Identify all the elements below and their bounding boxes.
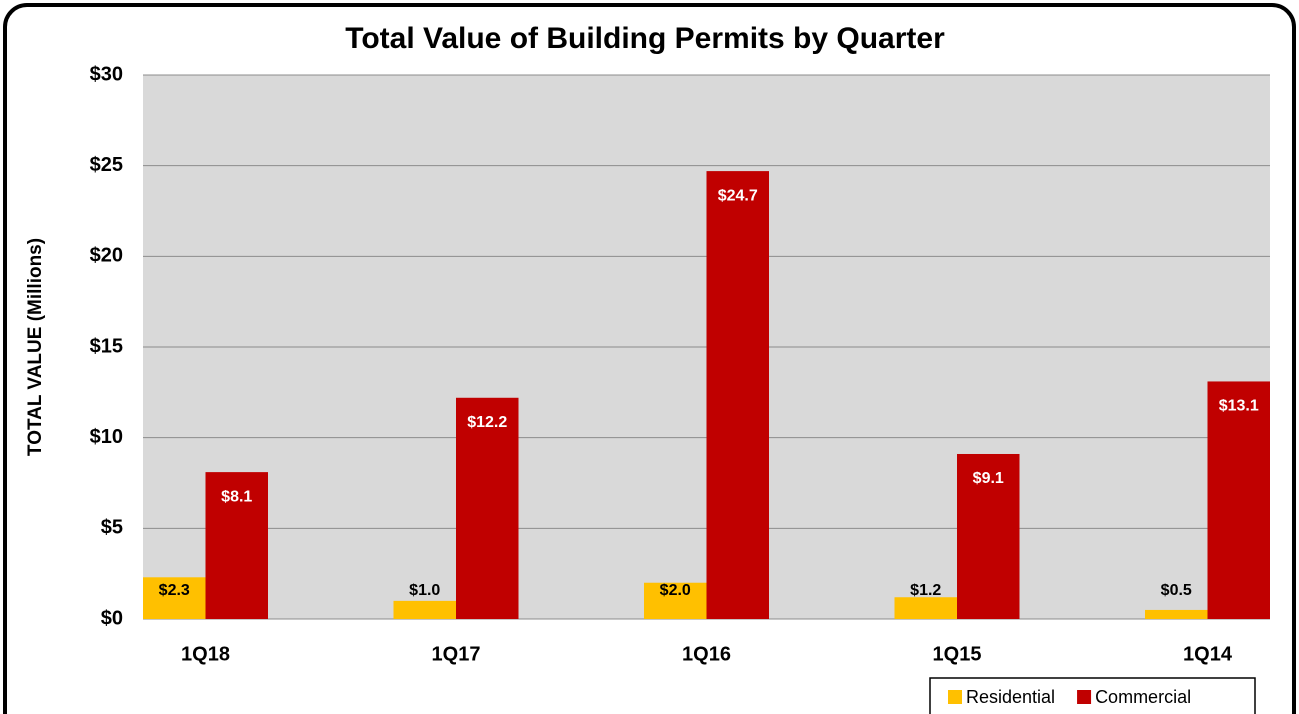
bar bbox=[205, 472, 268, 619]
y-tick-label: $5 bbox=[101, 517, 123, 539]
legend-swatch bbox=[1077, 690, 1092, 704]
chart-title: Total Value of Building Permits by Quart… bbox=[345, 22, 945, 55]
y-tick-label: $15 bbox=[90, 335, 123, 357]
bar bbox=[706, 171, 769, 619]
x-tick-label: 1Q17 bbox=[432, 643, 481, 665]
legend-label: Residential bbox=[966, 687, 1055, 707]
data-label: $2.3 bbox=[159, 582, 190, 599]
data-label: $0.5 bbox=[1161, 582, 1192, 599]
bar bbox=[1145, 609, 1208, 619]
bar bbox=[393, 600, 456, 619]
data-label: $9.1 bbox=[973, 470, 1004, 487]
bar bbox=[894, 597, 957, 619]
data-label: $8.1 bbox=[221, 488, 252, 505]
y-tick-label: $10 bbox=[90, 426, 123, 448]
x-tick-label: 1Q15 bbox=[933, 643, 982, 665]
x-tick-label: 1Q16 bbox=[682, 643, 731, 665]
y-tick-label: $25 bbox=[90, 154, 123, 176]
data-label: $1.0 bbox=[409, 582, 440, 599]
y-tick-label: $0 bbox=[101, 607, 123, 629]
legend-label: Commercial bbox=[1095, 687, 1191, 707]
data-label: $13.1 bbox=[1219, 398, 1259, 415]
x-tick-label: 1Q14 bbox=[1183, 643, 1233, 665]
bar bbox=[957, 453, 1020, 619]
data-label: $24.7 bbox=[718, 187, 758, 204]
bar bbox=[644, 582, 707, 619]
y-tick-label: $20 bbox=[90, 245, 123, 267]
legend-box bbox=[929, 677, 1256, 714]
y-tick-label: $30 bbox=[90, 63, 123, 85]
bar bbox=[1207, 381, 1270, 619]
y-axis-label: TOTAL VALUE (Millions) bbox=[25, 238, 46, 456]
x-tick-label: 1Q18 bbox=[181, 643, 230, 665]
bar bbox=[143, 577, 206, 619]
bar bbox=[456, 397, 519, 619]
legend-swatch bbox=[948, 690, 962, 704]
data-label: $12.2 bbox=[467, 414, 507, 431]
data-label: $2.0 bbox=[660, 582, 691, 599]
data-label: $1.2 bbox=[910, 582, 941, 599]
